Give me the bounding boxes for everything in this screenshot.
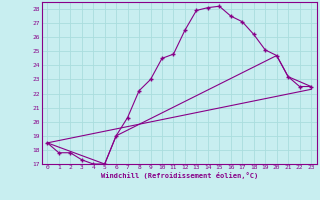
X-axis label: Windchill (Refroidissement éolien,°C): Windchill (Refroidissement éolien,°C) bbox=[100, 172, 258, 179]
